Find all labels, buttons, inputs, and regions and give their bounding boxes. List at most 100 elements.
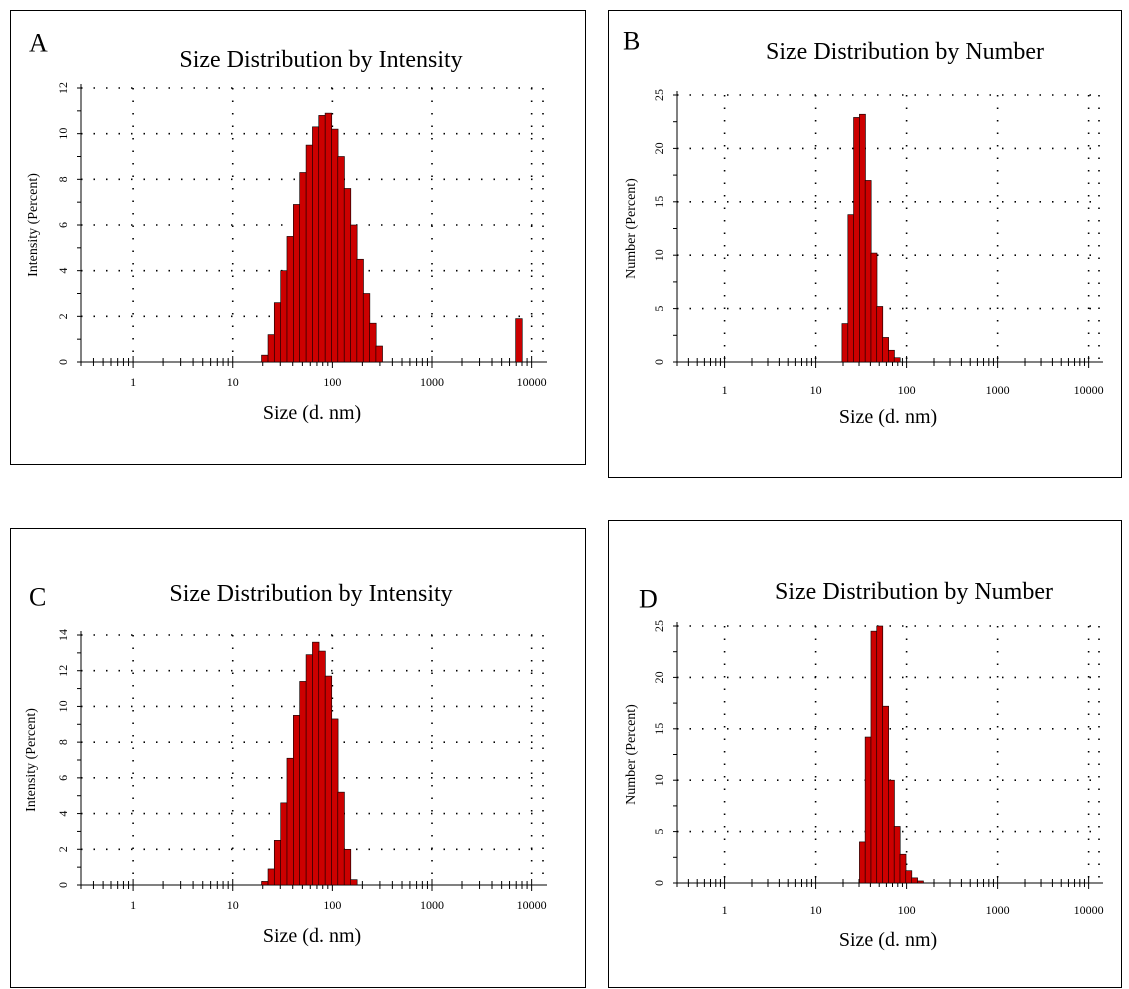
chart-c-y-tick-label: 6 xyxy=(56,775,70,781)
chart-a-bar xyxy=(267,334,275,363)
chart-panel-c: C Size Distribution by Intensity 1 10 100 100… xyxy=(10,528,586,988)
chart-d-x-tick-label: 10000 xyxy=(1074,903,1104,917)
panel-b-letter: B xyxy=(623,26,640,55)
chart-a-bar xyxy=(337,156,345,363)
chart-a-x-tick-label: 1000 xyxy=(420,375,444,389)
panel-c-letter: C xyxy=(29,582,46,611)
chart-c-x-tick-label: 10000 xyxy=(517,898,547,912)
chart-b-bar xyxy=(853,117,860,363)
chart-c-y-tick-label: 14 xyxy=(56,629,70,641)
chart-c-y-tick-label: 8 xyxy=(56,739,70,745)
chart-d-x-label: Size (d. nm) xyxy=(839,929,937,951)
chart-d-x-tick-label: 10 xyxy=(810,903,822,917)
chart-a-x-tick-label: 10 xyxy=(227,375,239,389)
chart-b-y-tick-label: 15 xyxy=(652,196,666,208)
chart-d-y-tick-label: 20 xyxy=(652,671,666,683)
chart-b-y-tick-label: 20 xyxy=(652,142,666,154)
chart-d-bar xyxy=(917,880,924,884)
chart-d-bar xyxy=(888,779,895,884)
chart-b-bar xyxy=(882,337,889,363)
chart-d-bar xyxy=(899,853,907,884)
chart-b-svg: B Size Distribution by Number 1 10 100 1000 10… xyxy=(623,26,1104,428)
chart-c-y-label: Intensity (Percent) xyxy=(24,708,39,812)
chart-a-bar xyxy=(305,144,314,363)
chart-a-bar xyxy=(261,354,269,363)
chart-d-y-tick-label: 15 xyxy=(652,723,666,735)
chart-c-y-tick-label: 2 xyxy=(56,846,70,852)
chart-c-bar xyxy=(318,650,326,886)
chart-a-y-tick-label: 6 xyxy=(56,222,70,228)
chart-c-y-tick-label: 10 xyxy=(56,700,70,712)
chart-b-bar xyxy=(893,357,901,363)
chart-a-y-tick-label: 4 xyxy=(56,268,70,274)
chart-a-x-tick-label: 1 xyxy=(130,375,136,389)
chart-c-x-tick-label: 100 xyxy=(323,898,341,912)
chart-c-bar xyxy=(267,868,275,886)
panel-a-letter: A xyxy=(29,28,48,57)
chart-b-bar xyxy=(859,113,866,363)
chart-b-x-tick-label: 10 xyxy=(810,383,822,397)
chart-a-bar xyxy=(331,128,339,363)
chart-c-y-tick-label: 4 xyxy=(56,811,70,817)
chart-c-bar xyxy=(337,791,345,886)
chart-d-x-tick-label: 1 xyxy=(722,903,728,917)
chart-panel-b: B Size Distribution by Number 1 10 100 1000 10… xyxy=(608,10,1122,478)
chart-d-svg: D Size Distribution by Number 1 10 100 1000 10… xyxy=(624,579,1104,951)
chart-b-bar xyxy=(870,252,878,363)
chart-c-bar xyxy=(312,641,320,886)
chart-b-x-tick-label: 10000 xyxy=(1074,383,1104,397)
chart-c-bar xyxy=(261,881,269,886)
chart-a-bar xyxy=(280,270,288,363)
chart-a-bar xyxy=(515,318,523,363)
chart-a-svg: A Size Distribution by Intensity 1 10 100 100… xyxy=(26,28,547,424)
chart-a-x-label: Size (d. nm) xyxy=(263,402,361,424)
chart-a-x-tick-label: 100 xyxy=(323,375,341,389)
chart-b-x-label: Size (d. nm) xyxy=(839,406,937,428)
chart-b-bar xyxy=(888,349,895,363)
chart-d-bar xyxy=(870,630,878,884)
chart-a-bar xyxy=(375,345,383,363)
chart-d-x-tick-label: 100 xyxy=(898,903,916,917)
chart-b-x-tick-label: 1000 xyxy=(986,383,1010,397)
chart-d-x-tick-label: 1000 xyxy=(986,903,1010,917)
chart-c-x-tick-label: 1000 xyxy=(420,898,444,912)
chart-c-x-tick-label: 10 xyxy=(227,898,239,912)
chart-c-bar xyxy=(280,802,288,886)
chart-a-x-tick-label: 10000 xyxy=(517,375,547,389)
chart-c-bar xyxy=(293,715,301,886)
chart-d-bar xyxy=(882,705,889,884)
chart-a-bar xyxy=(299,172,307,363)
chart-a-bar xyxy=(362,293,371,363)
chart-c-bar xyxy=(324,675,333,886)
chart-c-x-label: Size (d. nm) xyxy=(263,925,361,947)
panel-d-letter: D xyxy=(639,584,658,613)
chart-d-bar xyxy=(905,870,913,884)
chart-d-title: Size Distribution by Number xyxy=(775,579,1053,605)
chart-a-bar xyxy=(293,204,301,363)
chart-b-bar xyxy=(876,306,884,363)
chart-c-bar xyxy=(343,848,352,886)
chart-c-bar xyxy=(350,879,358,886)
chart-b-x-tick-label: 100 xyxy=(898,383,916,397)
chart-a-y-tick-label: 0 xyxy=(56,359,70,365)
chart-a-bar xyxy=(369,322,377,363)
chart-a-bar xyxy=(343,188,352,363)
chart-b-bar xyxy=(864,180,872,363)
chart-d-bar xyxy=(893,826,901,884)
chart-d-bar xyxy=(864,736,872,884)
chart-d-bar xyxy=(859,841,866,884)
chart-a-bar xyxy=(350,224,358,363)
chart-b-title: Size Distribution by Number xyxy=(766,39,1044,65)
chart-c-x-tick-label: 1 xyxy=(130,898,136,912)
chart-d-y-label: Number (Percent) xyxy=(624,704,639,805)
chart-c-bar xyxy=(331,718,339,886)
chart-c-bar xyxy=(286,757,294,886)
chart-d-bar xyxy=(911,877,918,884)
chart-b-y-tick-label: 25 xyxy=(652,89,666,101)
chart-a-bar xyxy=(286,236,294,363)
chart-b-x-tick-label: 1 xyxy=(722,383,728,397)
chart-b-bar xyxy=(847,214,855,363)
chart-a-y-tick-label: 8 xyxy=(56,176,70,182)
chart-a-title: Size Distribution by Intensity xyxy=(179,47,462,73)
